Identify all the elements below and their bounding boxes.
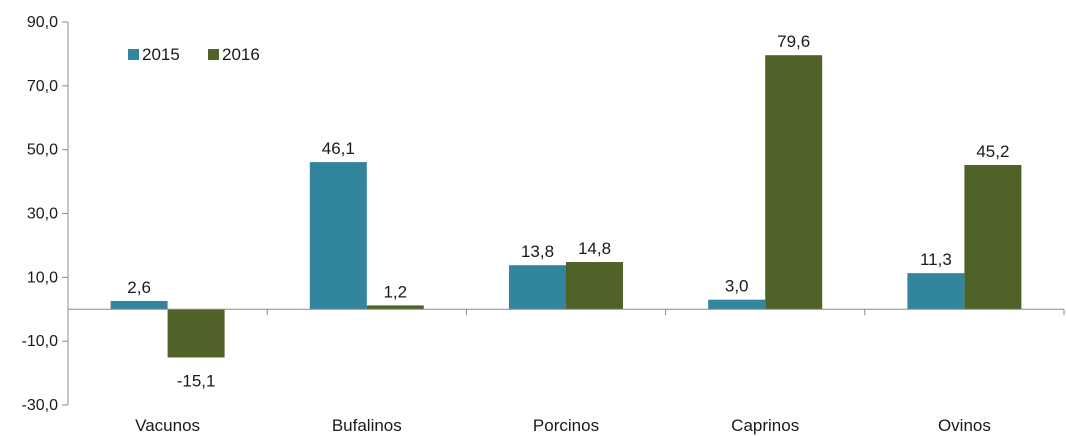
data-labels: 2,6 -15,1 46,1 1,2 13,8 14,8 3,0 79,6 11,3 45,2	[127, 32, 1009, 390]
data-label: 2,6	[127, 278, 151, 297]
category-label: Porcinos	[533, 416, 599, 435]
data-label: 11,3	[920, 250, 952, 269]
data-label: 14,8	[578, 239, 611, 258]
data-label: 45,2	[976, 142, 1009, 161]
category-label: Bufalinos	[332, 416, 402, 435]
legend-label: 2015	[142, 45, 180, 64]
legend-swatch-2016	[208, 49, 219, 60]
y-tick-label: 30,0	[27, 206, 58, 223]
category-label: Ovinos	[938, 416, 991, 435]
legend-swatch-2015	[128, 49, 139, 60]
bar-2016-vacunos	[167, 309, 225, 358]
bar-2016-ovinos	[964, 164, 1022, 310]
y-tick-label: 70,0	[27, 78, 58, 95]
category-label: Vacunos	[135, 416, 200, 435]
legend-label: 2016	[222, 45, 260, 64]
data-label: 13,8	[521, 242, 554, 261]
bar-2016-porcinos	[566, 262, 623, 310]
data-label: 3,0	[725, 277, 749, 296]
y-axis: 90,0 70,0 50,0 30,0 10,0 -10,0 -30,0	[22, 14, 69, 414]
bar-2015-ovinos	[907, 273, 965, 310]
y-tick-label: 10,0	[27, 269, 58, 286]
y-tick-label: 50,0	[27, 142, 58, 159]
x-axis: Vacunos Bufalinos Porcinos Caprinos Ovinos	[68, 308, 1065, 435]
data-label: 46,1	[322, 139, 355, 158]
y-tick-label: -10,0	[22, 333, 59, 350]
y-tick-label: 90,0	[27, 14, 58, 31]
legend: 2015 2016	[128, 45, 260, 64]
data-label: -15,1	[177, 371, 216, 390]
data-label: 1,2	[383, 282, 407, 301]
bar-2016-bufalinos	[366, 305, 424, 310]
category-label: Caprinos	[731, 416, 799, 435]
data-label: 79,6	[777, 32, 810, 51]
y-tick-label: -30,0	[22, 397, 59, 414]
bar-2016-caprinos	[765, 55, 823, 310]
bar-2015-bufalinos	[309, 162, 367, 310]
bar-2015-porcinos	[509, 265, 566, 310]
bars	[110, 55, 1022, 358]
bar-2015-vacunos	[110, 300, 168, 310]
bar-2015-caprinos	[708, 299, 766, 310]
